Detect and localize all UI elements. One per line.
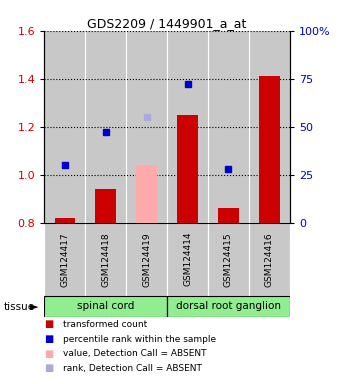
Text: ■: ■	[44, 349, 54, 359]
Text: dorsal root ganglion: dorsal root ganglion	[176, 301, 281, 311]
Bar	[177, 115, 198, 223]
Text: tissue: tissue	[3, 302, 34, 312]
Text: transformed count: transformed count	[63, 320, 147, 329]
Bar	[218, 208, 239, 223]
Text: ■: ■	[44, 363, 54, 373]
Bar	[167, 31, 208, 223]
Text: ■: ■	[44, 334, 54, 344]
Bar	[249, 31, 290, 223]
Bar	[167, 223, 208, 296]
Text: percentile rank within the sample: percentile rank within the sample	[63, 334, 216, 344]
Title: GDS2209 / 1449901_a_at: GDS2209 / 1449901_a_at	[87, 17, 247, 30]
Text: ►: ►	[30, 302, 38, 312]
Text: GSM124415: GSM124415	[224, 232, 233, 286]
Bar	[208, 31, 249, 223]
Bar	[85, 223, 126, 296]
Text: GSM124419: GSM124419	[142, 232, 151, 286]
Text: GSM124414: GSM124414	[183, 232, 192, 286]
Bar	[55, 218, 75, 223]
Bar	[85, 31, 126, 223]
Text: spinal cord: spinal cord	[77, 301, 134, 311]
Text: ■: ■	[44, 319, 54, 329]
Text: GSM124417: GSM124417	[60, 232, 69, 286]
Bar	[95, 189, 116, 223]
Text: value, Detection Call = ABSENT: value, Detection Call = ABSENT	[63, 349, 207, 358]
Text: rank, Detection Call = ABSENT: rank, Detection Call = ABSENT	[63, 364, 202, 373]
Bar	[249, 223, 290, 296]
Bar	[44, 31, 85, 223]
Bar	[44, 296, 167, 317]
Bar	[136, 165, 157, 223]
Bar	[44, 223, 85, 296]
Bar	[167, 296, 290, 317]
Bar	[126, 31, 167, 223]
Bar	[208, 223, 249, 296]
Text: GSM124418: GSM124418	[101, 232, 110, 286]
Text: GSM124416: GSM124416	[265, 232, 274, 286]
Bar	[259, 76, 280, 223]
Bar	[126, 223, 167, 296]
